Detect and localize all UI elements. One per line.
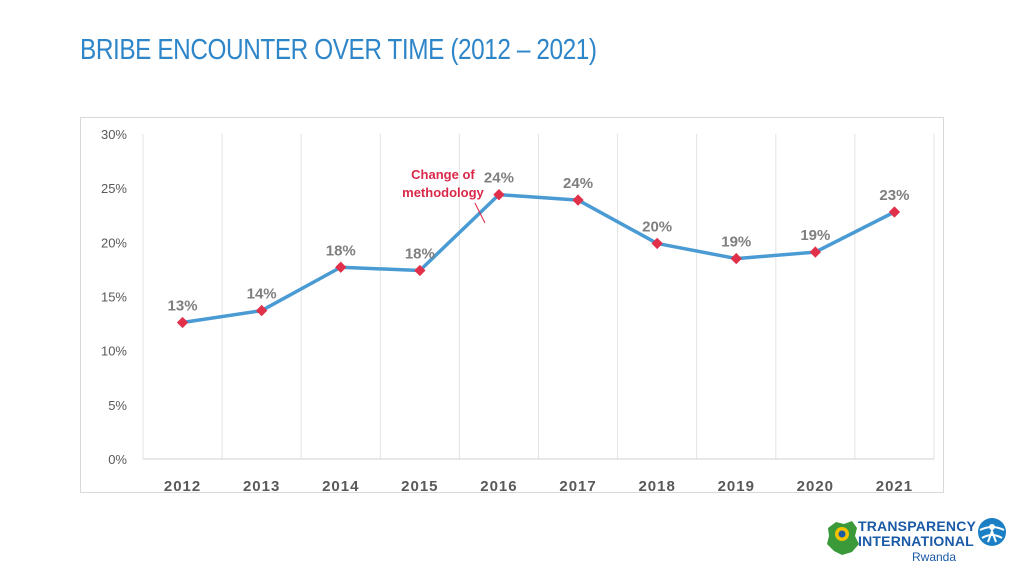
- rwanda-map-icon: [827, 521, 859, 555]
- data-point: [651, 237, 663, 250]
- y-tick-label: 30%: [101, 127, 127, 142]
- data-label: 19%: [721, 234, 751, 251]
- data-label: 19%: [800, 227, 830, 244]
- logo-text-line2: INTERNATIONAL: [858, 533, 974, 549]
- annotations: Change of methodology: [402, 167, 486, 224]
- data-point: [255, 304, 268, 317]
- data-label: 23%: [879, 187, 909, 204]
- annotation-text: Change of: [411, 167, 475, 182]
- transparency-international-logo: TRANSPARENCY INTERNATIONAL Rwanda: [822, 514, 1012, 570]
- x-tick-label: 2021: [876, 478, 913, 494]
- data-label: 24%: [484, 170, 514, 187]
- data-label: 20%: [642, 218, 672, 235]
- data-point: [493, 189, 505, 201]
- annotation-text: methodology: [402, 185, 484, 200]
- y-tick-label: 0%: [108, 452, 127, 467]
- data-label: 24%: [563, 175, 593, 192]
- x-tick-label: 2014: [322, 478, 359, 494]
- annotation-leader-line: [474, 202, 486, 224]
- data-point: [335, 261, 347, 273]
- logo-text-line1: TRANSPARENCY: [858, 518, 977, 534]
- data-label: 18%: [405, 246, 435, 263]
- y-tick-label: 15%: [101, 290, 127, 305]
- logo-text-country: Rwanda: [912, 550, 957, 564]
- page-title: BRIBE ENCOUNTER OVER TIME (2012 – 2021): [80, 34, 597, 66]
- y-tick-label: 5%: [108, 398, 127, 413]
- x-tick-label: 2015: [401, 478, 438, 494]
- data-label: 18%: [326, 242, 356, 259]
- ti-globe-icon: [978, 518, 1006, 546]
- data-point: [572, 194, 584, 206]
- y-tick-label: 10%: [101, 344, 127, 359]
- x-tick-label: 2018: [638, 478, 675, 494]
- y-axis: 0% 5% 10% 15% 20% 25% 30%: [101, 127, 127, 467]
- x-tick-label: 2012: [164, 478, 201, 494]
- data-label: 13%: [168, 298, 198, 315]
- data-point: [414, 264, 426, 277]
- x-tick-label: 2016: [480, 478, 517, 494]
- data-point: [809, 246, 822, 258]
- data-labels: 13% 14% 18% 18% 24% 24% 20% 19% 19% 23%: [168, 170, 910, 315]
- y-tick-label: 20%: [101, 235, 127, 250]
- x-tick-label: 2017: [559, 478, 596, 494]
- series-line: [180, 192, 897, 325]
- x-tick-label: 2020: [797, 478, 834, 494]
- data-point: [730, 252, 742, 265]
- y-tick-label: 25%: [101, 181, 127, 196]
- line-chart: 0% 5% 10% 15% 20% 25% 30% 2012 2013 2014 2015 2016…: [101, 127, 935, 494]
- x-axis: 2012 2013 2014 2015 2016 2017 2018 2019 2020 2021: [164, 478, 913, 494]
- data-point: [176, 316, 189, 329]
- chart-frame: 0% 5% 10% 15% 20% 25% 30% 2012 2013 2014 2015 2016…: [80, 117, 944, 494]
- grid-lines: [142, 134, 935, 460]
- x-tick-label: 2019: [718, 478, 755, 494]
- x-tick-label: 2013: [243, 478, 280, 494]
- data-label: 14%: [247, 286, 277, 303]
